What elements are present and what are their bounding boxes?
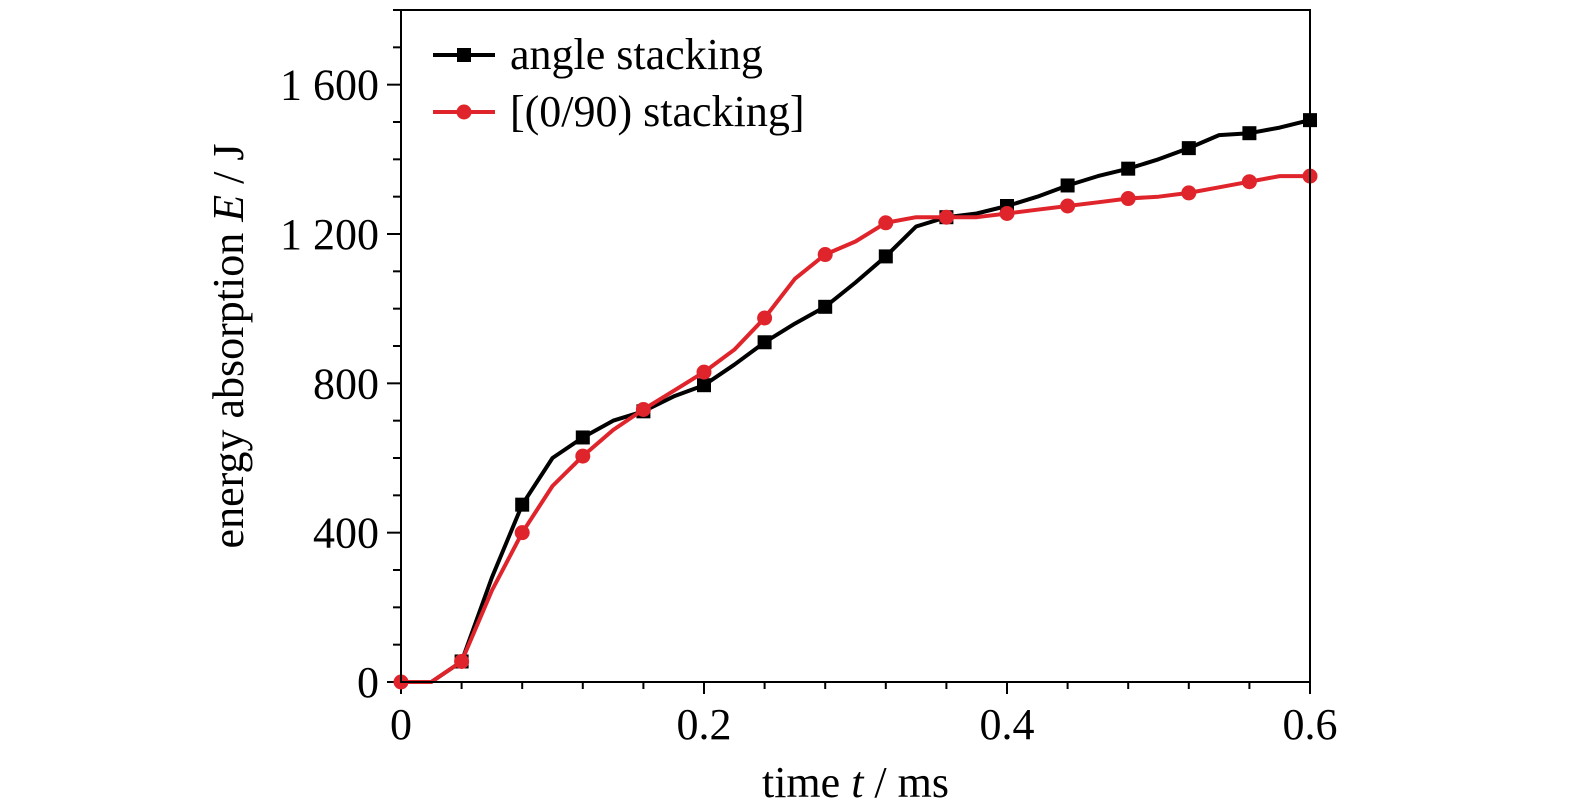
y-tick-label: 1 200: [280, 210, 379, 259]
data-point-0-90-stacking: [514, 525, 530, 541]
data-point-0-90-stacking: [454, 653, 470, 669]
legend-label-angle-stacking: angle stacking: [510, 30, 763, 79]
data-point-angle-stacking: [1242, 126, 1257, 141]
x-axis-title-variable: t: [851, 758, 865, 807]
legend-marker-square: [457, 48, 471, 62]
legend-entry-angle-stacking: angle stacking: [433, 30, 763, 79]
data-point-0-90-stacking: [817, 247, 833, 263]
data-point-0-90-stacking: [1181, 185, 1197, 201]
y-tick-label: 1 600: [280, 61, 379, 110]
data-point-angle-stacking: [757, 335, 772, 350]
legend-label-0-90-stacking: [(0/90) stacking]: [510, 87, 804, 136]
y-axis-title-variable: E: [204, 195, 253, 223]
y-axis-title-prefix: energy absorption: [204, 222, 253, 549]
data-point-0-90-stacking: [757, 310, 773, 326]
data-point-angle-stacking: [818, 299, 833, 314]
x-tick-label: 0: [390, 700, 412, 749]
x-axis-title-prefix: time: [762, 758, 851, 807]
plot-frame: [400, 9, 1311, 683]
x-tick-label: 0.2: [677, 700, 732, 749]
plot-series: [393, 113, 1318, 690]
y-axis-title: energy absorption E / J: [204, 144, 253, 549]
y-tick-label: 800: [313, 359, 379, 408]
x-axis-title: time t / ms: [762, 758, 949, 807]
legend: angle stacking [(0/90) stacking]: [433, 30, 804, 136]
legend-entry-0-90-stacking: [(0/90) stacking]: [433, 87, 804, 136]
y-axis-title-unit: / J: [204, 144, 253, 195]
x-tick-label: 0.4: [980, 700, 1035, 749]
data-point-0-90-stacking: [696, 364, 712, 380]
data-point-angle-stacking: [697, 378, 711, 393]
data-point-angle-stacking: [575, 430, 590, 445]
data-point-0-90-stacking: [635, 401, 651, 417]
data-point-0-90-stacking: [1241, 174, 1257, 190]
data-point-0-90-stacking: [575, 448, 591, 464]
axis-ticks: [387, 9, 1311, 694]
x-tick-label: 0.6: [1283, 700, 1338, 749]
data-point-angle-stacking: [1060, 178, 1075, 193]
legend-marker-circle: [456, 104, 472, 120]
data-point-0-90-stacking: [1060, 198, 1076, 214]
data-point-angle-stacking: [1121, 161, 1136, 176]
data-point-0-90-stacking: [999, 205, 1015, 221]
tick-labels: 0 0.2 0.4 0.6 0 400 800 1 200 1 600: [280, 61, 1338, 749]
x-axis-title-unit: / ms: [863, 758, 949, 807]
data-point-0-90-stacking: [878, 215, 894, 231]
data-point-0-90-stacking: [938, 209, 954, 225]
data-point-angle-stacking: [878, 249, 893, 264]
data-point-0-90-stacking: [1120, 191, 1136, 207]
series-line-0-90-stacking: [401, 174, 1310, 684]
y-tick-label: 400: [313, 509, 379, 558]
y-tick-label: 0: [357, 658, 379, 707]
data-point-angle-stacking: [1181, 141, 1196, 156]
data-point-angle-stacking: [515, 497, 530, 512]
series-line-angle-stacking: [401, 118, 1311, 684]
